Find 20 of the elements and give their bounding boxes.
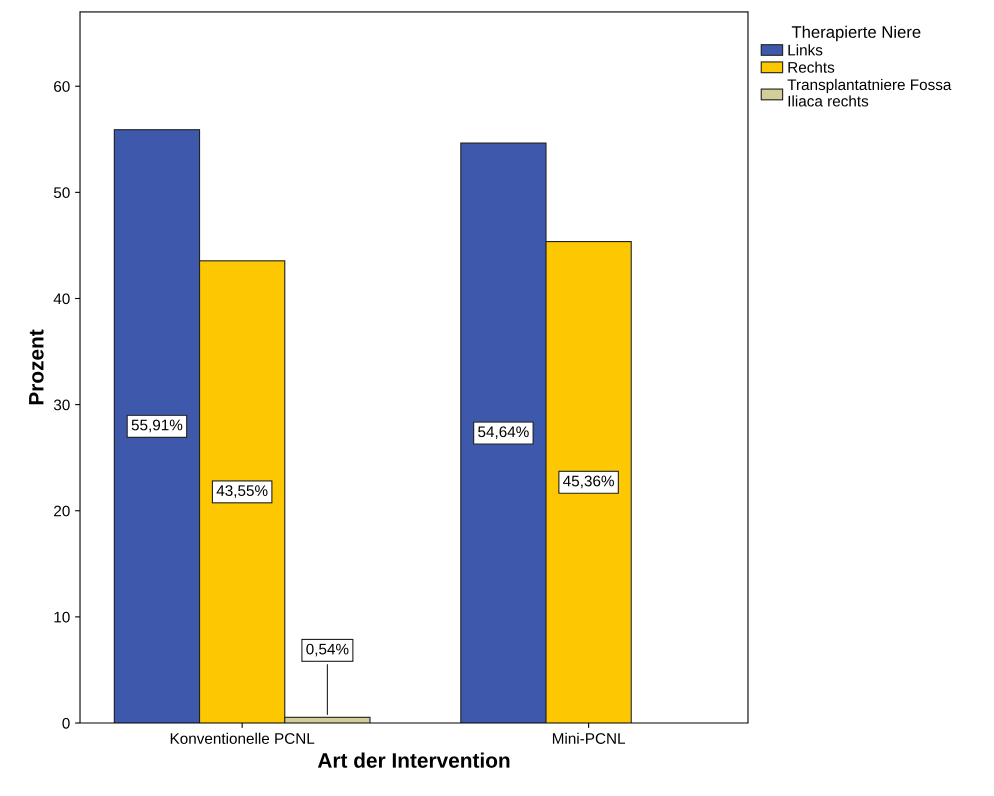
data-label: 0,54% [306, 644, 349, 656]
x-tick-label: Mini-PCNL [552, 732, 626, 744]
y-tick-label: 40 [54, 293, 70, 304]
data-label: 54,64% [478, 426, 529, 439]
y-axis-title: Prozent [29, 330, 44, 404]
y-tick-label: 10 [54, 612, 70, 623]
data-label: 45,36% [563, 476, 614, 488]
y-tick-label: 30 [54, 399, 70, 410]
x-axis-title: Art der Intervention [318, 752, 510, 768]
legend-label: Transplantatniere Fossa Iliaca rechts [788, 78, 952, 107]
x-tick-label: Konventionelle PCNL [170, 732, 314, 744]
data-label: 55,91% [132, 420, 182, 432]
legend-label: Links [788, 44, 822, 56]
data-label: 43,55% [216, 485, 268, 498]
legend-title: Therapierte Niere [792, 26, 920, 42]
y-tick-label: 0 [62, 718, 70, 729]
y-tick-label: 50 [54, 187, 70, 198]
legend-label: Rechts [788, 62, 834, 73]
y-tick-label: 20 [54, 506, 70, 516]
y-tick-label: 60 [54, 81, 70, 92]
